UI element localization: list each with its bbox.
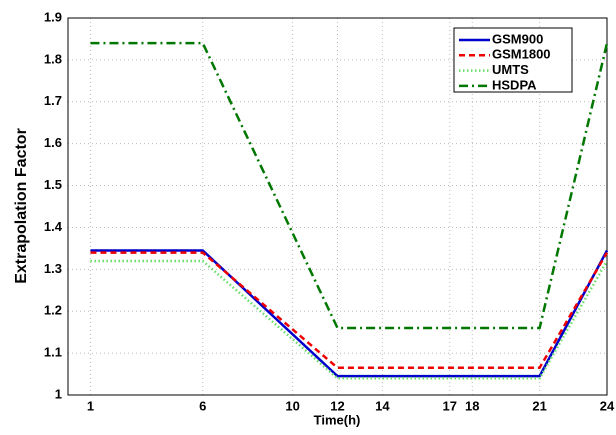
x-tick-label: 10 — [285, 398, 299, 413]
x-tick-label: 14 — [375, 398, 390, 413]
y-tick-label: 1.5 — [44, 177, 62, 192]
y-axis-label: Extrapolation Factor — [13, 128, 30, 284]
x-axis-label: Time(h) — [314, 412, 361, 427]
x-tick-label: 24 — [600, 398, 615, 413]
legend-label: GSM900 — [492, 31, 543, 46]
y-tick-label: 1.1 — [44, 345, 62, 360]
x-tick-label: 21 — [532, 398, 546, 413]
x-tick-label: 1 — [87, 398, 94, 413]
y-tick-label: 1.3 — [44, 261, 62, 276]
y-tick-label: 1.8 — [44, 51, 62, 66]
series-line — [90, 259, 609, 380]
y-tick-label: 1.2 — [44, 303, 62, 318]
plot-frame — [67, 17, 608, 396]
series-line — [90, 249, 609, 378]
series-line — [90, 251, 609, 370]
series-line — [90, 41, 609, 330]
legend-label: GSM1800 — [492, 47, 551, 62]
y-tick-label: 1 — [55, 386, 62, 401]
y-tick-label: 1.4 — [44, 219, 63, 234]
y-tick-label: 1.7 — [44, 93, 62, 108]
x-tick-label: 12 — [330, 398, 344, 413]
y-tick-label: 1.6 — [44, 135, 62, 150]
x-tick-label: 6 — [199, 398, 206, 413]
x-tick-label: 17 — [443, 398, 457, 413]
legend-box — [453, 27, 573, 93]
legend-label: HSDPA — [492, 77, 537, 92]
y-tick-label: 1.9 — [44, 9, 62, 24]
legend-label: UMTS — [492, 62, 529, 77]
x-tick-label: 18 — [465, 398, 479, 413]
